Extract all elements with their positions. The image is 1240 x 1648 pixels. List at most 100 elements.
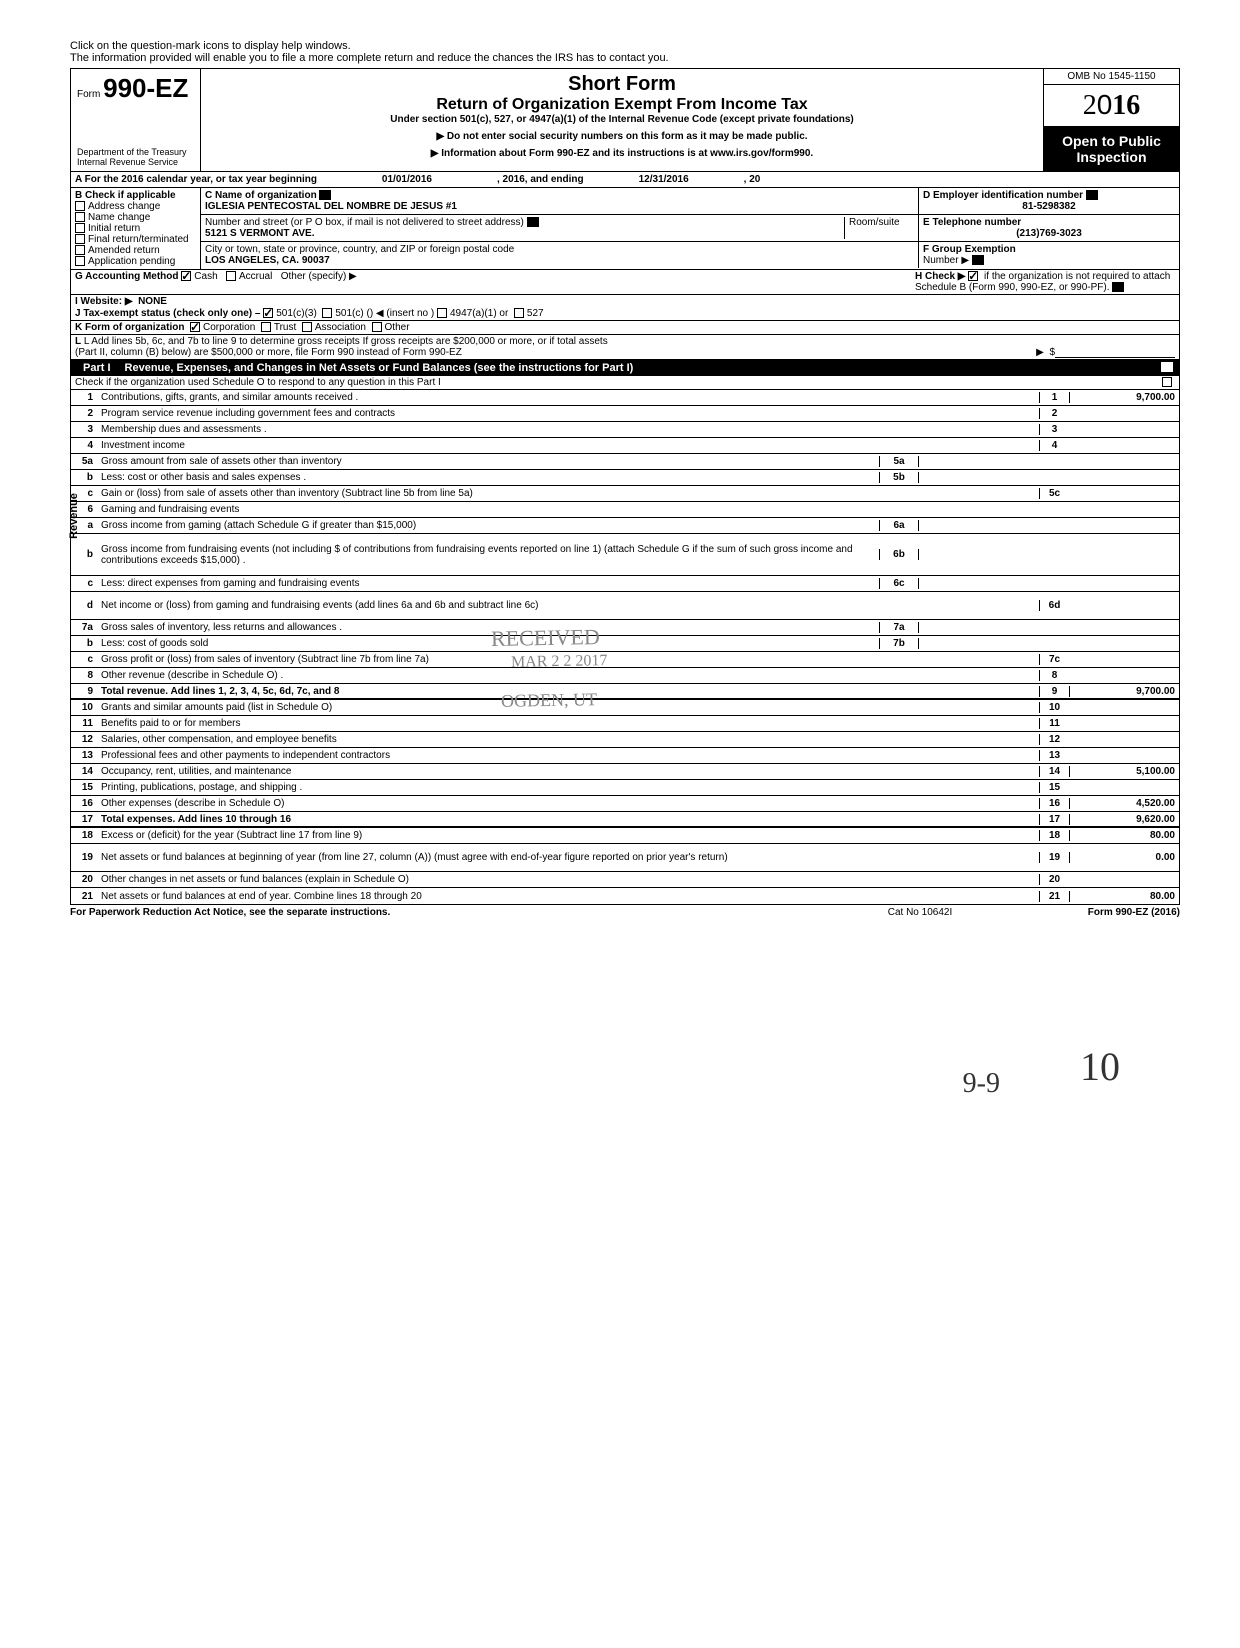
c-city-value: LOS ANGELES, CA. 90037 — [205, 255, 330, 266]
row-a: A For the 2016 calendar year, or tax yea… — [71, 172, 1179, 188]
l-line1: L Add lines 5b, 6c, and 7b to line 9 to … — [84, 336, 608, 347]
b-address-change[interactable]: Address change — [75, 201, 196, 212]
dept-label: Department of the Treasury Internal Reve… — [77, 147, 194, 167]
j-label: J Tax-exempt status (check only one) – — [75, 308, 260, 319]
note-info: ▶ Information about Form 990-EZ and its … — [209, 148, 1035, 159]
b-amended[interactable]: Amended return — [75, 245, 196, 256]
form-990ez: Form 990-EZ Department of the Treasury I… — [70, 68, 1180, 905]
j-501c-check[interactable] — [322, 308, 332, 318]
help-line1: Click on the question-mark icons to disp… — [70, 40, 1180, 52]
k-corp-check[interactable] — [190, 322, 200, 332]
j-527-check[interactable] — [514, 308, 524, 318]
row-i: I Website: ▶ NONE — [71, 295, 1179, 307]
help-icon[interactable] — [1086, 190, 1098, 200]
d-label: D Employer identification number — [923, 190, 1083, 201]
j-insert: ) ◀ (insert no ) — [370, 308, 434, 319]
c-name-value: IGLESIA PENTECOSTAL DEL NOMBRE DE JESUS … — [205, 201, 457, 212]
f-group-cell: F Group Exemption Number ▶ — [919, 242, 1179, 268]
e-phone-cell: E Telephone number (213)769-3023 — [919, 215, 1179, 241]
j-501c: 501(c) ( — [335, 308, 369, 319]
j-501c3-check[interactable] — [263, 308, 273, 318]
g-cash-check[interactable] — [181, 271, 191, 281]
form-number: Form 990-EZ — [77, 73, 194, 104]
d-ein-cell: D Employer identification number 81-5298… — [919, 188, 1179, 214]
i-label: I Website: ▶ — [75, 296, 133, 307]
tax-year: 2016 — [1044, 85, 1179, 127]
help-icon[interactable] — [527, 217, 539, 227]
header-center: Short Form Return of Organization Exempt… — [201, 69, 1044, 171]
row-a-tail: , 20 — [744, 174, 761, 185]
c-street-label: Number and street (or P O box, if mail i… — [205, 217, 524, 228]
d-value: 81-5298382 — [923, 201, 1175, 212]
c-name-cell: C Name of organization IGLESIA PENTECOST… — [201, 188, 919, 214]
c-city-cell: City or town, state or province, country… — [201, 242, 919, 268]
row-a-end: 12/31/2016 — [584, 174, 744, 185]
k-assoc-check[interactable] — [302, 322, 312, 332]
c-city-label: City or town, state or province, country… — [205, 244, 514, 255]
section-bcdef: B Check if applicable Address change Nam… — [71, 188, 1179, 270]
b-pending[interactable]: Application pending — [75, 256, 196, 267]
omb-number: OMB No 1545-1150 — [1044, 69, 1179, 85]
h-check[interactable] — [968, 271, 978, 281]
k-assoc: Association — [315, 322, 366, 333]
help-icon[interactable] — [319, 190, 331, 200]
help-line2: The information provided will enable you… — [70, 52, 1180, 64]
row-g-h: G Accounting Method Cash Accrual Other (… — [71, 270, 1179, 295]
part1-checkbox[interactable] — [1162, 377, 1172, 387]
f-label: F Group Exemption — [923, 244, 1016, 255]
help-instructions: Click on the question-mark icons to disp… — [70, 40, 1180, 64]
k-other: Other — [385, 322, 410, 333]
k-label: K Form of organization — [75, 322, 184, 333]
part1-label: Part I — [77, 362, 117, 374]
help-icon[interactable] — [972, 255, 984, 265]
row-a-begin: 01/01/2016 — [317, 174, 497, 185]
handwrite-a: 9-9 — [963, 1068, 1000, 1100]
k-trust-check[interactable] — [261, 322, 271, 332]
g-accrual: Accrual — [239, 271, 272, 282]
g-cash: Cash — [194, 271, 217, 282]
header-right: OMB No 1545-1150 2016 Open to Public Ins… — [1044, 69, 1179, 171]
help-icon[interactable] — [1161, 362, 1173, 372]
note-ssn: ▶ Do not enter social security numbers o… — [209, 131, 1035, 142]
c-name-label: C Name of organization — [205, 190, 317, 201]
open-inspection: Open to Public Inspection — [1044, 127, 1179, 171]
b-final-return[interactable]: Final return/terminated — [75, 234, 196, 245]
h-label: H Check ▶ — [915, 271, 965, 282]
c-street-value: 5121 S VERMONT AVE. — [205, 228, 314, 239]
form-prefix: Form — [77, 89, 100, 100]
l-line2: (Part II, column (B) below) are $500,000… — [75, 347, 1036, 358]
i-value: NONE — [138, 296, 167, 307]
section-revenue-label: Revenue — [68, 493, 80, 539]
b-label: B Check if applicable — [75, 190, 196, 201]
row-l: L L Add lines 5b, 6c, and 7b to line 9 t… — [71, 335, 1179, 360]
title-short: Short Form — [209, 73, 1035, 96]
j-4947-check[interactable] — [437, 308, 447, 318]
k-corp: Corporation — [203, 322, 255, 333]
footer-left: For Paperwork Reduction Act Notice, see … — [70, 907, 820, 918]
part1-header: Part I Revenue, Expenses, and Changes in… — [71, 360, 1179, 376]
part1-check-row: Check if the organization used Schedule … — [71, 376, 1179, 390]
lines-table: RECEIVED MAR 2 2 2017 OGDEN, UT Revenue … — [71, 390, 1179, 904]
b-name-change[interactable]: Name change — [75, 212, 196, 223]
form-number-big: 990-EZ — [103, 73, 188, 103]
col-b: B Check if applicable Address change Nam… — [71, 188, 201, 269]
title-return: Return of Organization Exempt From Incom… — [209, 96, 1035, 114]
footer-mid: Cat No 10642I — [820, 907, 1020, 918]
row-a-label: A For the 2016 calendar year, or tax yea… — [75, 174, 317, 185]
title-under: Under section 501(c), 527, or 4947(a)(1)… — [209, 114, 1035, 125]
footer: For Paperwork Reduction Act Notice, see … — [70, 905, 1180, 920]
k-trust: Trust — [274, 322, 296, 333]
e-value: (213)769-3023 — [923, 228, 1175, 239]
part1-check-text: Check if the organization used Schedule … — [75, 377, 1162, 388]
help-icon[interactable] — [1112, 282, 1124, 292]
row-j: J Tax-exempt status (check only one) – 5… — [71, 307, 1179, 321]
j-527: 527 — [527, 308, 544, 319]
j-4947: 4947(a)(1) or — [450, 308, 508, 319]
b-initial-return[interactable]: Initial return — [75, 223, 196, 234]
e-label: E Telephone number — [923, 217, 1021, 228]
k-other-check[interactable] — [372, 322, 382, 332]
footer-right: Form 990-EZ (2016) — [1020, 907, 1180, 918]
row-k: K Form of organization Corporation Trust… — [71, 321, 1179, 335]
g-accrual-check[interactable] — [226, 271, 236, 281]
g-other: Other (specify) ▶ — [281, 271, 357, 282]
